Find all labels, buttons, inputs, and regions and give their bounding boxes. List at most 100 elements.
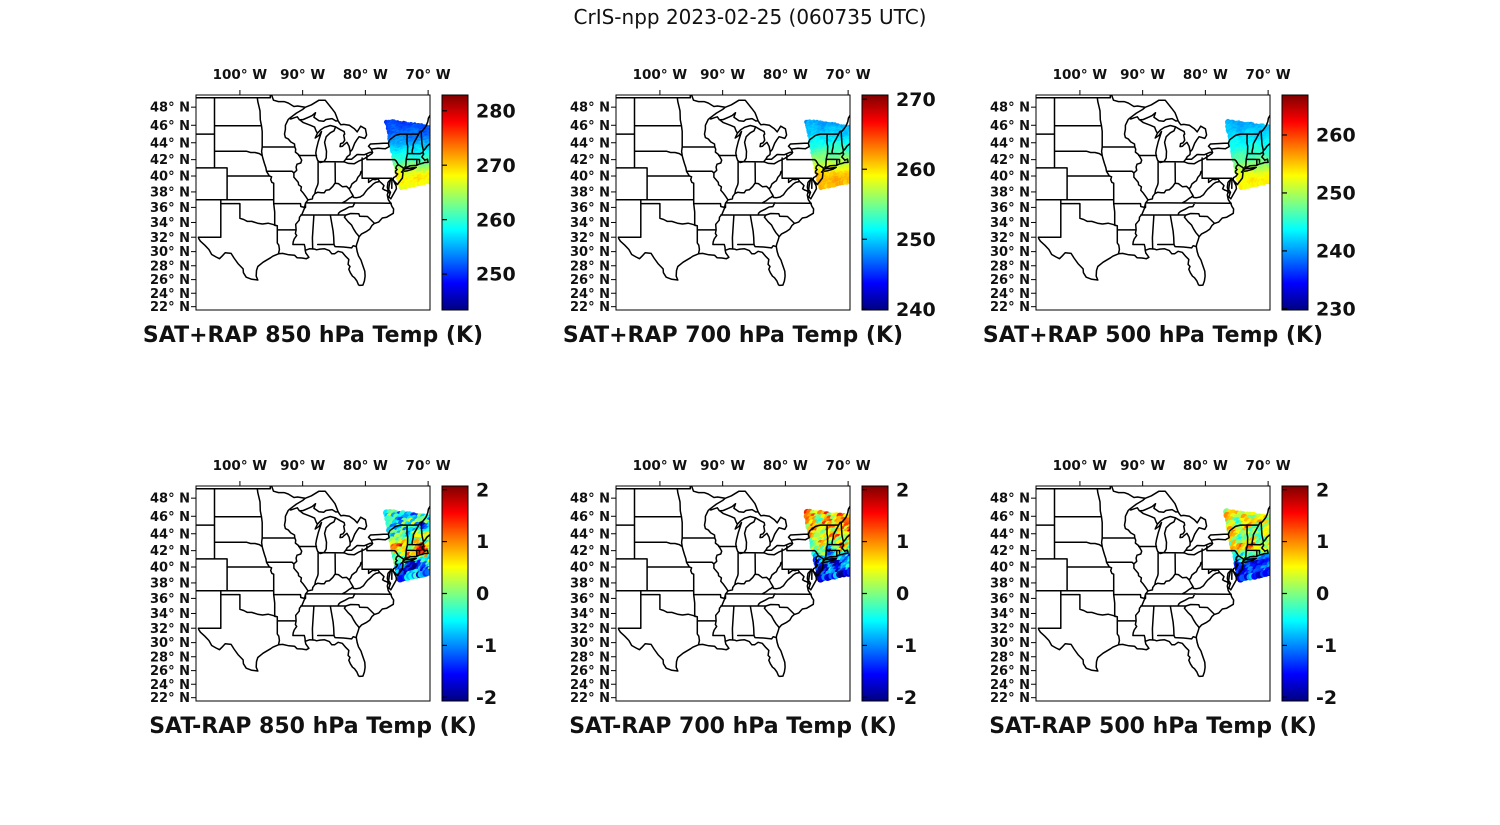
map-frame [1035,485,1271,702]
lat-tick-label: 44° N [570,527,610,542]
lat-tick-label: 26° N [570,273,610,288]
lat-tick-label: 36° N [990,201,1030,216]
lon-tick-label: 90° W [700,458,745,474]
map-frame [615,94,851,311]
sat-plus-rap-850-plot: 100° W 90° W 80° W 70° W 48° N 46° N 44° N 42° … [143,67,516,348]
lon-tick-label: 80° W [343,67,388,83]
lat-tick-label: 34° N [150,216,190,231]
colorbar-tick-label: 240 [896,299,936,321]
lon-tick-label: 80° W [763,458,808,474]
lon-axis-labels: 100° W 90° W 80° W 70° W [633,67,871,95]
lon-tick-label: 100° W [1053,458,1108,474]
lat-tick-label: 36° N [570,201,610,216]
panel-title: SAT-RAP 700 hPa Temp (K) [569,714,897,739]
lat-tick-label: 44° N [150,527,190,542]
lat-tick-label: 48° N [570,492,610,507]
colorbar-tick-label: 1 [896,531,909,553]
colorbar-tick-label: -2 [1316,687,1337,709]
lon-tick-label: 100° W [1053,67,1108,83]
lat-tick-label: 24° N [150,287,190,302]
panel-title: SAT-RAP 850 hPa Temp (K) [149,714,477,739]
lat-tick-label: 44° N [150,136,190,151]
panel-title: SAT+RAP 700 hPa Temp (K) [563,323,903,348]
lon-tick-label: 100° W [213,458,268,474]
lon-tick-label: 100° W [213,67,268,83]
lat-tick-label: 40° N [150,561,190,576]
colorbar-tick-label: 260 [896,159,936,181]
lat-tick-label: 40° N [150,170,190,185]
lat-tick-label: 32° N [570,231,610,246]
panel-sat-minus-rap-500: 100° W 90° W 80° W 70° W 48° N 46° N 44° N 42° … [964,446,1384,751]
map-frame [195,94,431,311]
lat-tick-label: 34° N [990,216,1030,231]
lon-tick-label: 80° W [343,458,388,474]
map-frame [1035,94,1271,311]
lat-tick-label: 38° N [150,576,190,591]
lat-tick-label: 22° N [570,691,610,706]
lon-tick-label: 70° W [1246,67,1291,83]
colorbar: 280 270 260 250 [441,94,516,311]
lat-tick-label: 40° N [570,170,610,185]
colorbar-tick-label: 2 [476,479,489,501]
lon-tick-label: 80° W [1183,67,1228,83]
scatter-swath [383,119,430,190]
lat-tick-label: 36° N [570,592,610,607]
panel-title: SAT+RAP 500 hPa Temp (K) [983,323,1323,348]
colorbar-tick-label: 1 [476,531,489,553]
lat-tick-label: 42° N [990,153,1030,168]
lon-tick-label: 100° W [633,67,688,83]
lat-tick-label: 40° N [990,561,1030,576]
colorbar-tick-label: 1 [1316,531,1329,553]
lat-tick-label: 44° N [990,136,1030,151]
colorbar-tick-label: 2 [896,479,909,501]
lat-tick-label: 28° N [570,650,610,665]
state-borders [616,486,850,678]
colorbar-tick-label: 250 [476,264,516,286]
lat-axis-labels: 48° N 46° N 44° N 42° N 40° N38° N36° N34° N… [570,101,616,315]
lat-tick-label: 36° N [150,592,190,607]
lon-axis-labels: 100° W 90° W 80° W 70° W [213,458,451,486]
lat-tick-label: 22° N [150,691,190,706]
lon-tick-label: 90° W [700,67,745,83]
lat-tick-label: 26° N [990,664,1030,679]
sat-plus-rap-500-plot: 100° W 90° W 80° W 70° W 48° N 46° N 44° N 42° … [983,67,1356,348]
colorbar: 270 260 250 240 [861,89,936,321]
lat-tick-label: 46° N [570,510,610,525]
lon-tick-label: 80° W [1183,458,1228,474]
lat-tick-label: 32° N [150,622,190,637]
colorbar-gradient [861,94,889,311]
colorbar-tick-label: 2 [1316,479,1329,501]
lat-tick-label: 34° N [570,607,610,622]
lon-tick-label: 70° W [1246,458,1291,474]
state-borders [616,95,850,287]
lat-tick-label: 32° N [570,622,610,637]
lat-tick-label: 28° N [990,259,1030,274]
lat-tick-label: 32° N [990,622,1030,637]
panel-title: SAT-RAP 500 hPa Temp (K) [989,714,1317,739]
lat-tick-label: 34° N [570,216,610,231]
lat-tick-label: 46° N [990,119,1030,134]
colorbar-tick-label: -2 [896,687,917,709]
lat-axis-labels: 48° N 46° N 44° N 42° N 40° N38° N36° N34° N… [150,101,196,315]
lat-tick-label: 30° N [570,245,610,260]
lat-tick-label: 22° N [150,300,190,315]
colorbar-tick-label: 270 [896,89,936,111]
lat-tick-label: 28° N [570,259,610,274]
colorbar-tick-label: 250 [896,229,936,251]
state-borders [196,95,430,287]
lat-tick-label: 36° N [150,201,190,216]
lat-tick-label: 48° N [990,101,1030,116]
colorbar-tick-label: -2 [476,687,497,709]
lat-tick-label: 48° N [150,101,190,116]
lat-tick-label: 42° N [570,153,610,168]
lon-axis-labels: 100° W 90° W 80° W 70° W [213,67,451,95]
lat-axis-labels: 48° N 46° N 44° N 42° N 40° N38° N36° N34° N… [990,101,1036,315]
lon-axis-labels: 100° W 90° W 80° W 70° W [1053,67,1291,95]
lat-axis-labels: 48° N 46° N 44° N 42° N 40° N38° N36° N34° N… [570,492,616,706]
lat-tick-label: 30° N [150,245,190,260]
colorbar-tick-label: 230 [1316,298,1356,320]
lat-tick-label: 28° N [150,259,190,274]
colorbar: 2 1 0 -1 -2 [441,479,497,709]
lat-tick-label: 44° N [570,136,610,151]
panel-sat-minus-rap-700: 100° W 90° W 80° W 70° W 48° N 46° N 44° N 42° … [544,446,964,751]
